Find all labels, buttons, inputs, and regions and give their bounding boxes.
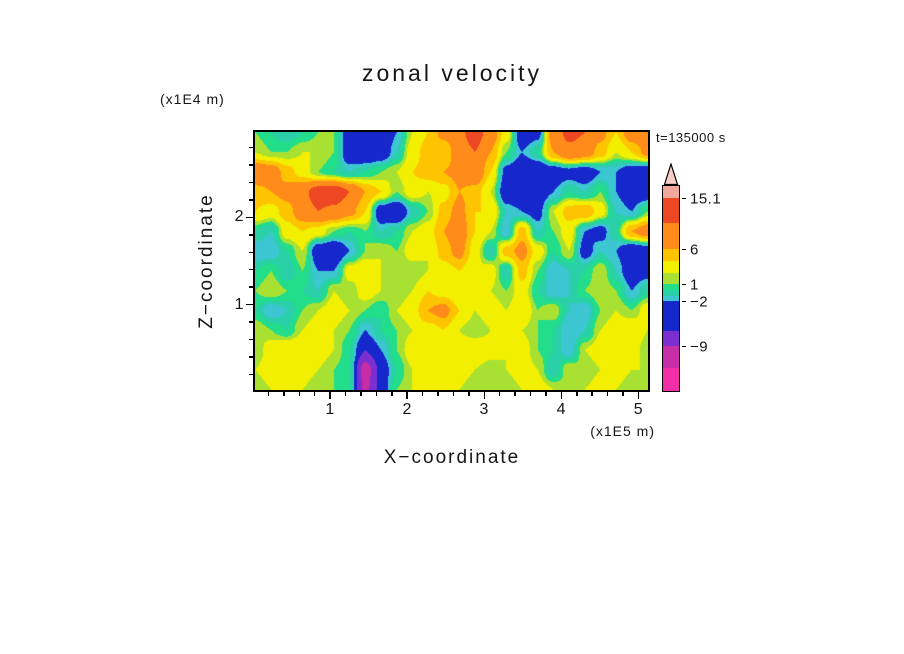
x-axis-minor-tick: [437, 392, 439, 396]
colorbar-band: [662, 273, 679, 284]
x-axis-minor-tick: [529, 392, 532, 396]
x-axis-minor-tick: [267, 392, 270, 396]
y-axis-minor-tick: [249, 373, 253, 376]
colorbar-label: 15.1: [690, 190, 722, 207]
y-axis-major-tick: [246, 216, 253, 219]
y-axis-minor-tick: [249, 146, 253, 149]
x-axis-tick-label: 5: [633, 401, 644, 418]
timestamp-label: t=135000 s: [656, 130, 726, 145]
y-axis-minor-tick: [249, 181, 253, 184]
colorbar-tick: [681, 248, 686, 251]
y-axis-minor-tick: [249, 321, 253, 323]
x-axis-minor-tick: [545, 392, 547, 396]
colorbar-band: [662, 368, 679, 391]
x-axis-minor-tick: [391, 392, 393, 396]
colorbar-tick: [681, 197, 686, 200]
x-axis-major-tick: [329, 392, 331, 399]
colorbar-band: [662, 198, 679, 223]
x-axis-minor-tick: [622, 392, 624, 396]
x-axis-tick-label: 3: [479, 401, 489, 418]
colorbar-band-stack: [661, 185, 680, 392]
x-axis-tick-label: 2: [402, 401, 412, 418]
x-axis-tick-label: 1: [325, 401, 335, 418]
x-axis-title: X−coordinate: [383, 447, 521, 468]
x-axis-major-tick: [637, 392, 640, 399]
y-axis-minor-tick: [249, 234, 253, 236]
y-axis-title: Z−coordinate: [196, 193, 217, 329]
y-axis-major-tick: [246, 303, 253, 306]
colorbar-band: [662, 301, 679, 331]
x-axis-major-tick: [483, 392, 485, 399]
x-axis-minor-tick: [591, 392, 593, 396]
colorbar-tick: [681, 345, 686, 348]
x-axis-minor-tick: [452, 392, 455, 396]
colorbar-label: 6: [690, 241, 699, 258]
colorbar-band: [662, 249, 679, 261]
y-axis-minor-tick: [249, 164, 253, 166]
colorbar-band: [662, 331, 679, 346]
colorbar-band: [662, 296, 679, 301]
colorbar-band: [662, 186, 679, 198]
colorbar-band: [662, 223, 679, 249]
colorbar-tick: [681, 300, 686, 303]
y-axis-units-label: (x1E4 m): [160, 91, 225, 107]
x-axis-minor-tick: [344, 392, 347, 396]
y-axis-minor-tick: [249, 251, 253, 254]
x-axis-minor-tick: [514, 392, 516, 396]
colorbar-band: [662, 261, 679, 273]
x-axis-major-tick: [560, 392, 563, 399]
x-axis-minor-tick: [313, 392, 316, 396]
x-axis-minor-tick: [606, 392, 609, 396]
plot-area: [253, 130, 650, 392]
x-axis-minor-tick: [576, 392, 578, 396]
x-axis-minor-tick: [421, 392, 424, 396]
x-axis-minor-tick: [283, 392, 285, 396]
colorbar-band: [662, 284, 679, 290]
x-axis-minor-tick: [468, 392, 470, 396]
colorbar-overflow-arrow-icon: [663, 163, 678, 185]
y-axis-minor-tick: [249, 268, 253, 271]
x-axis-minor-tick: [375, 392, 378, 396]
y-axis-minor-tick: [249, 199, 253, 201]
x-axis-minor-tick: [360, 392, 362, 396]
colorbar-band: [662, 290, 679, 296]
colorbar-label: −9: [690, 338, 709, 355]
x-axis-tick-label: 4: [556, 401, 567, 418]
y-axis-minor-tick: [249, 356, 253, 358]
heatmap-canvas: [255, 132, 648, 390]
x-axis-minor-tick: [498, 392, 501, 396]
colorbar: 15.1 6 1 −2 −9: [661, 163, 721, 392]
x-axis-minor-tick: [298, 392, 300, 396]
chart-title: zonal velocity: [361, 60, 543, 86]
y-axis-minor-tick: [249, 286, 253, 288]
colorbar-band: [662, 346, 679, 368]
x-axis-units-label: (x1E5 m): [590, 423, 655, 439]
colorbar-label: 1: [690, 276, 699, 293]
y-axis-minor-tick: [249, 338, 253, 341]
colorbar-label: −2: [690, 293, 709, 310]
colorbar-tick: [681, 283, 686, 286]
y-axis-tick-label: 1: [234, 295, 244, 313]
x-axis-major-tick: [406, 392, 408, 399]
y-axis-tick-label: 2: [234, 208, 244, 226]
